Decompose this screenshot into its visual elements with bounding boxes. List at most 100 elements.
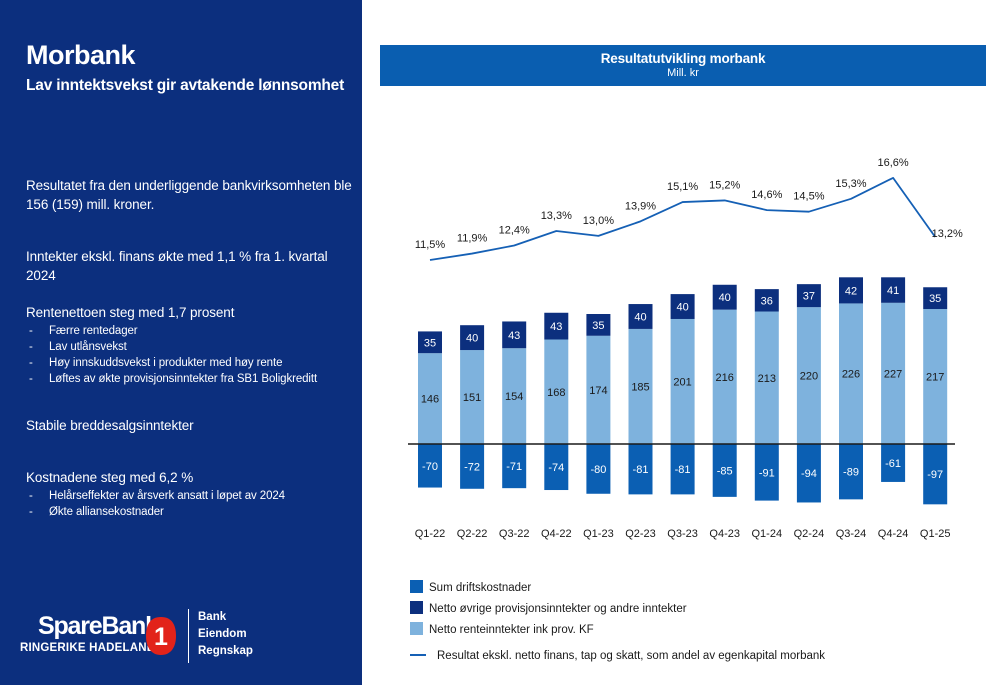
logo-service: Regnskap <box>198 645 253 657</box>
data-label-costs: -70 <box>422 461 438 473</box>
data-label-net-interest: 213 <box>758 373 776 385</box>
data-label-net-interest: 217 <box>926 372 944 384</box>
bar-costs <box>544 444 569 491</box>
interest-bullet: Høy innskuddsvekst i produkter med høy r… <box>26 355 356 371</box>
bar-net-interest <box>586 335 611 444</box>
bar-net-interest <box>418 353 442 444</box>
bar-other-income <box>628 304 653 329</box>
data-label-other-income: 36 <box>761 295 773 307</box>
data-label-other-income: 40 <box>676 302 688 314</box>
legend-swatch-roe-line <box>410 654 426 656</box>
data-label-costs: -71 <box>506 461 522 473</box>
data-label-net-interest: 154 <box>505 391 523 403</box>
data-label-costs: -85 <box>717 465 733 477</box>
data-label-other-income: 43 <box>550 321 562 333</box>
income-text: Inntekter ekskl. finans økte med 1,1 % f… <box>26 249 328 283</box>
logo-badge-digit: 1 <box>154 623 168 651</box>
legend-label: Netto renteinntekter ink prov. KF <box>429 624 594 636</box>
legend-label: Netto øvrige provisjonsinntekter og andr… <box>429 603 687 615</box>
bar-other-income <box>502 321 527 349</box>
logo-service: Bank <box>198 611 227 623</box>
bar-other-income <box>586 314 611 336</box>
roe-data-label: 13,9% <box>625 200 656 212</box>
bar-costs <box>923 444 948 505</box>
chart-title: Resultatutvikling morbank <box>600 51 766 66</box>
roe-line <box>429 176 936 261</box>
roe-data-label: 15,2% <box>709 179 740 191</box>
x-tick-label: Q4-23 <box>709 528 740 540</box>
cost-heading: Kostnadene steg med 6,2 % <box>26 470 194 485</box>
x-tick-label: Q1-22 <box>415 528 446 540</box>
bar-other-income <box>881 277 906 303</box>
logo-name: SpareBank <box>38 612 159 640</box>
bar-costs <box>881 444 906 482</box>
roe-data-label: 15,1% <box>667 181 698 193</box>
interest-bullet: Færre rentedager <box>26 323 356 339</box>
legend-item-roe-line: Resultat ekskl. netto finans, tap og ska… <box>410 650 825 662</box>
data-label-other-income: 40 <box>466 333 478 345</box>
x-tick-label: Q4-24 <box>878 528 909 540</box>
data-label-other-income: 35 <box>592 320 604 332</box>
data-label-net-interest: 146 <box>421 394 439 406</box>
data-label-costs: -80 <box>590 464 606 476</box>
bar-other-income <box>670 294 695 319</box>
data-label-other-income: 35 <box>929 293 941 305</box>
bar-net-interest <box>712 309 737 444</box>
bar-other-income <box>418 331 442 354</box>
legend-label: Resultat ekskl. netto finans, tap og ska… <box>437 650 826 662</box>
bar-other-income <box>754 289 779 312</box>
bar-net-interest <box>628 328 653 444</box>
bar-net-interest <box>670 318 695 444</box>
cost-block: Kostnadene steg med 6,2 % Helårseffekter… <box>26 468 356 520</box>
page-title: Morbank <box>26 40 136 70</box>
data-label-costs: -91 <box>759 467 775 479</box>
data-label-net-interest: 220 <box>800 371 818 383</box>
data-label-other-income: 43 <box>508 330 520 342</box>
legend-item-net-interest: Netto renteinntekter ink prov. KF <box>410 622 594 636</box>
x-tick-label: Q2-23 <box>625 528 656 540</box>
legend-swatch-net-interest <box>410 622 423 635</box>
cost-bullet: Økte alliansekostnader <box>26 504 356 520</box>
bar-net-interest <box>460 350 485 444</box>
bar-costs <box>754 444 779 501</box>
data-label-costs: -81 <box>633 464 649 476</box>
x-tick-label: Q2-24 <box>794 528 825 540</box>
logo-subtitle: RINGERIKE HADELAND <box>20 642 156 654</box>
interest-bullet: Lav utlånsvekst <box>26 339 356 355</box>
bar-net-interest <box>839 303 863 444</box>
x-tick-label: Q4-22 <box>541 528 572 540</box>
data-label-other-income: 40 <box>719 292 731 304</box>
bar-net-interest <box>796 307 821 444</box>
data-label-net-interest: 216 <box>716 372 734 384</box>
x-tick-label: Q3-23 <box>667 528 698 540</box>
bar-net-interest <box>502 348 527 444</box>
data-label-net-interest: 168 <box>547 387 565 399</box>
bar-net-interest <box>881 302 906 444</box>
bar-costs <box>712 444 737 497</box>
sparebank-logo: SpareBank RINGERIKE HADELAND 1 Bank Eien… <box>18 608 358 668</box>
sales-text: Stabile breddesalgsinntekter <box>26 418 194 433</box>
bar-other-income <box>839 277 863 304</box>
roe-data-label: 13,0% <box>583 215 614 227</box>
page-subtitle: Lav inntektsvekst gir avtakende lønnsomh… <box>26 77 345 94</box>
bar-other-income <box>460 325 485 351</box>
roe-data-label: 15,3% <box>835 178 866 190</box>
bar-net-interest <box>754 311 779 444</box>
x-tick-label: Q1-23 <box>583 528 614 540</box>
roe-data-label: 16,6% <box>877 157 908 169</box>
bar-costs <box>502 444 527 489</box>
roe-data-label: 11,5% <box>415 239 446 251</box>
bar-costs <box>586 444 611 494</box>
x-tick-label: Q3-22 <box>499 528 530 540</box>
interest-bullets: Færre rentedager Lav utlånsvekst Høy inn… <box>26 323 356 387</box>
data-label-costs: -61 <box>885 458 901 470</box>
x-tick-label: Q2-22 <box>457 528 488 540</box>
bar-other-income <box>712 284 737 310</box>
legend-item-costs: Sum driftskostnader <box>410 580 531 594</box>
chart-header: Resultatutvikling morbank Mill. kr <box>380 45 986 86</box>
cost-bullets: Helårseffekter av årsverk ansatt i løpet… <box>26 488 356 520</box>
legend-swatch-costs <box>410 580 423 593</box>
result-text: Resultatet fra den underliggende bankvir… <box>26 178 352 212</box>
bar-other-income <box>544 312 569 340</box>
